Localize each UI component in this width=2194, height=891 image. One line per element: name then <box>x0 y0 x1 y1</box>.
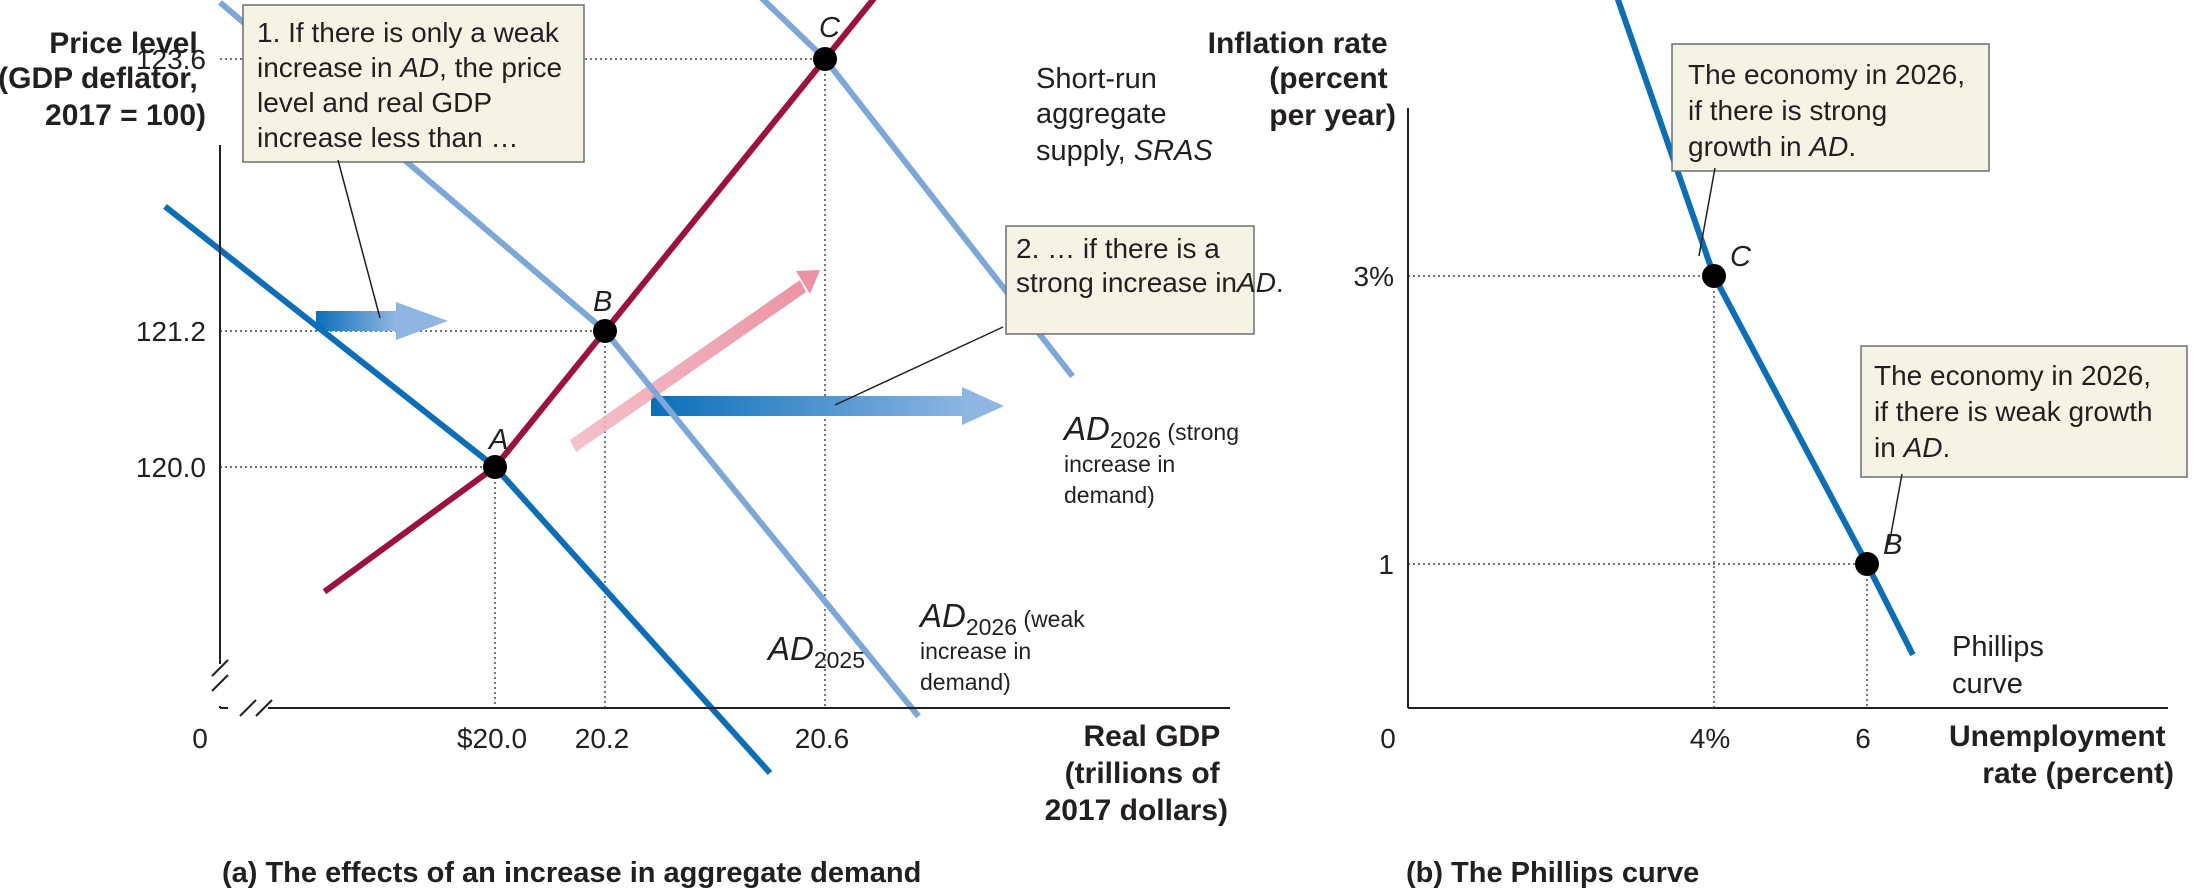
annotation-weak-growth: The economy in 2026, if there is weak gro… <box>1860 345 2188 546</box>
y-axis-title: Price level (GDP deflator, 2017 = 100) <box>0 27 206 132</box>
curve-phillips <box>1614 0 1916 657</box>
axes <box>1407 108 2168 709</box>
label-sras: Short-run aggregate supply, SRAS <box>1036 63 1213 167</box>
curve-labels: Short-run aggregate supply, SRAS AD2025 AD20… <box>766 63 1239 695</box>
x-tick-20-6: 20.6 <box>795 723 850 754</box>
point-label-c: C <box>1730 241 1752 273</box>
panel-a-caption: (a) The effects of an increase in aggrega… <box>222 857 921 889</box>
point-c <box>813 47 837 72</box>
axes <box>211 145 1230 717</box>
x-axis-title: Real GDP (trillions of 2017 dollars) <box>1045 720 1228 827</box>
annotation-text: 2. … if there is a strong increase inAD. <box>1016 233 1284 298</box>
equilibrium-points: A B C <box>483 12 841 479</box>
origin-label: 0 <box>192 723 208 754</box>
x-axis-title: Unemployment rate (percent) <box>1949 720 2174 790</box>
shift-arrow-small <box>316 302 448 340</box>
y-tick-1: 1 <box>1378 549 1394 580</box>
annotation-text: 1. If there is only a weak increase in AD… <box>257 17 562 153</box>
point-b <box>1855 552 1879 576</box>
shift-arrow-large <box>651 387 1004 425</box>
panel-b-phillips-curve-chart: 1 3% 4% 6 Inflation rate (percent per year)… <box>1208 0 2188 889</box>
label-ad2026weak: AD2026 (weak <box>918 597 1085 640</box>
curve-labels: Phillips curve <box>1952 631 2044 700</box>
annotation-text: The economy in 2026, if there is weak gro… <box>1874 360 2153 463</box>
curves <box>1614 0 1916 657</box>
annotation-text: The economy in 2026, if there is strong gr… <box>1688 59 1965 162</box>
x-tick-6: 6 <box>1855 723 1871 754</box>
guide-lines <box>1408 275 1868 708</box>
label-ad2026strong-cont: increase in demand) <box>1064 451 1175 508</box>
y-tick-121-2: 121.2 <box>136 316 206 347</box>
point-label-b: B <box>1883 529 1902 561</box>
point-label-a: A <box>487 424 508 456</box>
annotation-weak-increase: 1. If there is only a weak increase in AD… <box>242 4 585 319</box>
x-tick-20-2: 20.2 <box>575 723 630 754</box>
y-axis-title: Inflation rate (percent per year) <box>1208 27 1396 132</box>
point-c <box>1702 264 1726 288</box>
axis-ticks: 120.0 121.2 123.6 $20.0 20.2 20.6 <box>136 44 849 754</box>
point-label-c: C <box>819 12 841 44</box>
label-ad2026strong: AD2026 (strong <box>1062 410 1239 453</box>
point-a <box>483 455 507 479</box>
x-tick-20-0: $20.0 <box>457 723 527 754</box>
annotation-strong-growth: The economy in 2026, if there is strong gr… <box>1671 43 1990 257</box>
y-tick-3: 3% <box>1354 261 1394 292</box>
y-tick-123-6: 123.6 <box>136 44 206 75</box>
axis-ticks: 1 3% 4% 6 <box>1354 261 1871 754</box>
panel-b-caption: (b) The Phillips curve <box>1406 857 1699 889</box>
axis-break-icon <box>211 659 273 717</box>
label-ad2026weak-cont: increase in demand) <box>920 638 1031 695</box>
points: CB <box>1702 241 1902 576</box>
panel-a-aggregate-demand-chart: Short-run aggregate supply, SRAS AD2025 AD20… <box>0 0 1284 889</box>
point-label-b: B <box>593 286 612 318</box>
point-b <box>593 319 617 344</box>
annotation-strong-increase: 2. … if there is a strong increase inAD. <box>834 225 1284 406</box>
y-tick-120-0: 120.0 <box>136 452 206 483</box>
movement-arrow-along-sras <box>570 270 820 452</box>
x-tick-4: 4% <box>1690 723 1730 754</box>
origin-label: 0 <box>1380 723 1396 754</box>
label-ad2025: AD2025 <box>766 630 865 673</box>
label-phillips-curve: Phillips curve <box>1952 631 2044 700</box>
